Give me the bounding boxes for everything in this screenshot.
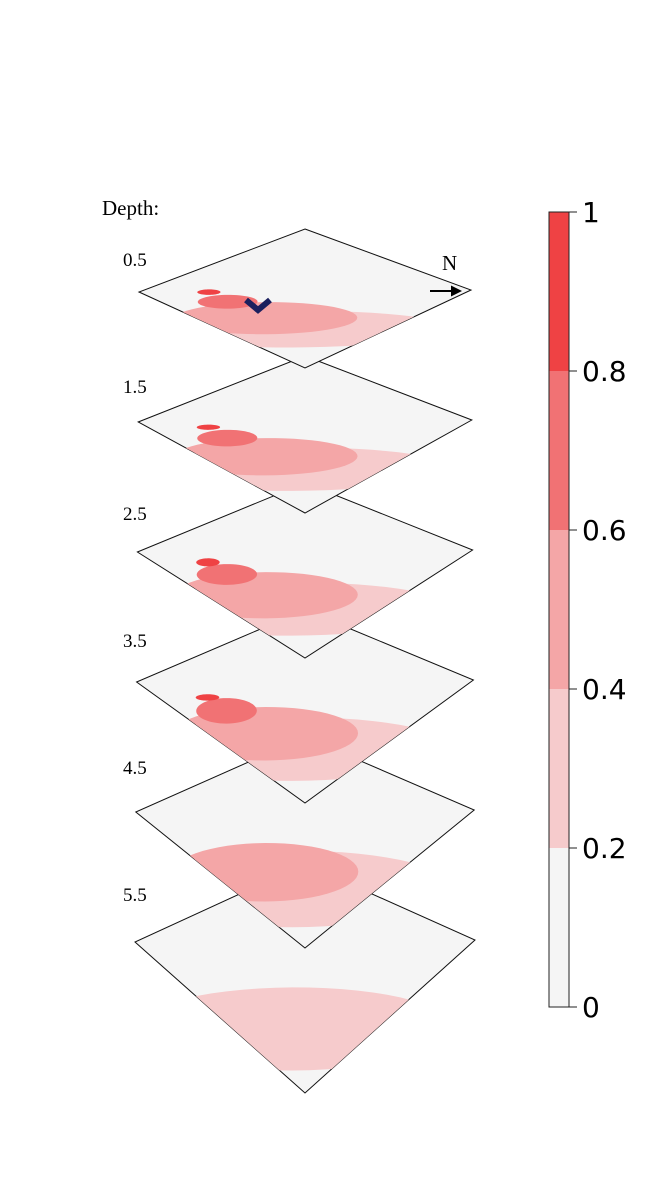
contour-region	[197, 289, 221, 295]
colorbar-frame	[548, 211, 570, 1008]
depth-heading: Depth:	[102, 196, 159, 220]
colorbar-tick-label: 0.6	[582, 514, 627, 547]
depth-label: 1.5	[123, 377, 147, 398]
contour-region	[196, 698, 257, 724]
colorbar-bin	[549, 848, 569, 1007]
contour-region	[197, 429, 258, 447]
depth-label: 3.5	[123, 631, 147, 652]
depth-label: 2.5	[123, 504, 147, 525]
colorbar-bin	[549, 371, 569, 530]
depth-label: 4.5	[123, 758, 147, 779]
colorbar-bin	[549, 530, 569, 689]
colorbar-tick-label: 0	[582, 991, 600, 1024]
colorbar-tick-label: 1	[582, 196, 600, 229]
depth-layer: 0.5	[123, 228, 473, 369]
depth-layer: 1.5	[123, 355, 473, 514]
colorbar: 0 0.2 0.4 0.6 0.8 1	[548, 196, 627, 1024]
colorbar-bin	[549, 212, 569, 371]
contour-region	[195, 694, 220, 701]
contour-region	[196, 558, 220, 567]
contour-region	[135, 987, 454, 1071]
contour-region	[196, 564, 258, 585]
layer-plane	[134, 736, 476, 949]
contour-region	[197, 294, 258, 309]
north-label: N	[442, 251, 457, 275]
source-marker-icon	[244, 297, 272, 314]
colorbar-tick-label: 0.2	[582, 832, 627, 865]
colorbar-tick-label: 0.8	[582, 355, 627, 388]
depth-label: 0.5	[123, 250, 147, 271]
layer-plane	[137, 228, 473, 369]
layer-plane	[136, 482, 474, 659]
layer-plane	[135, 609, 475, 804]
layer-plane	[137, 355, 473, 514]
colorbar-tick-label: 0.4	[582, 673, 627, 706]
contour-region	[196, 424, 221, 430]
contour-region	[174, 438, 358, 476]
depth-label: 5.5	[123, 885, 147, 906]
north-arrow-icon: N	[430, 251, 462, 297]
layer-plane	[134, 863, 476, 1094]
depth-layers: 5.5 4.5 3.5 2.5 1.5 0.5	[123, 228, 476, 1094]
colorbar-bin	[549, 689, 569, 848]
contour-region	[174, 302, 358, 335]
